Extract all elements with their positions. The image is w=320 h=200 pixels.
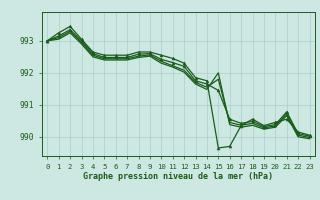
X-axis label: Graphe pression niveau de la mer (hPa): Graphe pression niveau de la mer (hPa) [84, 172, 273, 181]
